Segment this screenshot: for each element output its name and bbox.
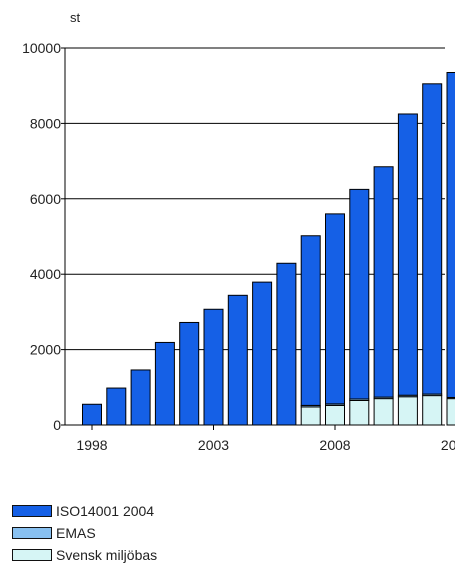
legend-item: ISO14001 2004 [12, 500, 157, 522]
x-tick-labels: 1998 2003 2008 2013 [76, 437, 455, 453]
bar-segment [300, 406, 321, 426]
y-axis-label: st [70, 10, 81, 25]
bar-segment [227, 294, 248, 426]
bar-segment [349, 188, 370, 400]
stacked-bar-chart: st 0 2000 4000 6000 8000 10000 1998 2003 2008 20… [22, 10, 455, 453]
y-tick-label: 0 [53, 417, 61, 433]
bar-segment [203, 308, 224, 426]
bar-segment [276, 262, 297, 426]
legend-label: EMAS [56, 525, 96, 541]
bar-segment [446, 72, 455, 398]
bar-segment [130, 369, 151, 426]
legend-label: Svensk miljöbas [56, 547, 158, 563]
bar-segment [106, 387, 127, 426]
bar-segment [422, 83, 443, 395]
bar-segment [325, 213, 345, 405]
x-tick-label: 2013 [441, 437, 455, 453]
bar-segment [82, 403, 102, 426]
y-tick-label: 6000 [30, 191, 61, 207]
bar-segment [154, 341, 175, 426]
bar-segment [446, 396, 455, 400]
x-tick-label: 1998 [76, 437, 107, 453]
bars [82, 72, 455, 426]
bar-segment [373, 398, 394, 426]
y-tick-label: 4000 [30, 266, 61, 282]
y-tick-label: 10000 [22, 40, 61, 56]
bar-segment [179, 321, 200, 426]
legend-item: Svensk miljöbas [12, 544, 157, 566]
bar-segment [300, 235, 321, 406]
legend-swatch [12, 527, 52, 539]
bar-segment [349, 400, 370, 426]
axes [61, 47, 445, 430]
bar-segment [373, 166, 394, 398]
legend-label: ISO14001 2004 [56, 503, 155, 519]
x-tick-label: 2008 [319, 437, 350, 453]
bar-segment [397, 113, 418, 396]
bar-segment [422, 395, 443, 426]
bar-segment [325, 404, 345, 426]
bar-segment [252, 281, 273, 426]
y-tick-label: 8000 [30, 115, 61, 131]
legend: ISO14001 2004 EMAS Svensk miljöbas [12, 500, 157, 566]
x-tick-label: 2003 [198, 437, 229, 453]
legend-swatch [12, 549, 52, 561]
y-tick-label: 2000 [30, 342, 61, 358]
y-tick-labels: 0 2000 4000 6000 8000 10000 [22, 40, 61, 433]
bar-segment [397, 396, 418, 426]
legend-swatch [12, 505, 52, 517]
legend-item: EMAS [12, 522, 157, 544]
bar-segment [446, 398, 455, 426]
